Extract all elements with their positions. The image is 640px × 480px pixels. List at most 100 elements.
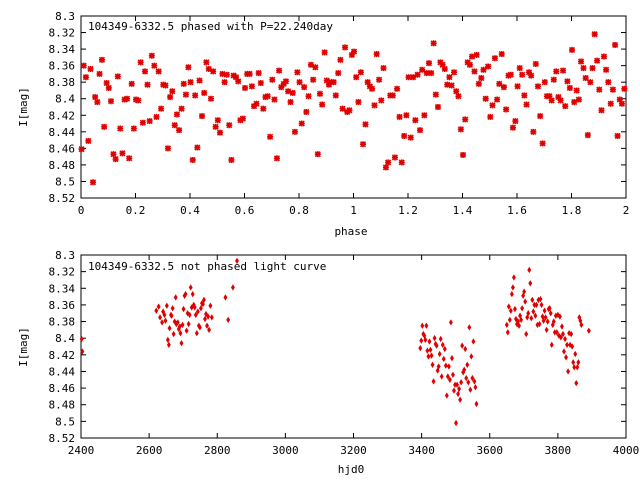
data-point bbox=[543, 314, 548, 321]
data-point bbox=[419, 66, 426, 73]
data-points bbox=[78, 31, 628, 186]
data-point bbox=[419, 337, 424, 344]
data-point bbox=[141, 68, 149, 75]
data-point bbox=[451, 371, 455, 378]
y-tick-label: 8.46 bbox=[49, 142, 76, 155]
data-point bbox=[269, 76, 276, 83]
data-point bbox=[603, 66, 610, 73]
data-point bbox=[569, 330, 574, 338]
data-point bbox=[517, 322, 521, 329]
data-point bbox=[539, 301, 544, 309]
data-point bbox=[514, 83, 521, 90]
data-point bbox=[394, 85, 401, 92]
x-tick-label: 1 bbox=[350, 204, 357, 217]
data-point bbox=[214, 117, 221, 124]
data-point bbox=[203, 315, 207, 323]
data-point bbox=[163, 317, 168, 324]
data-point bbox=[119, 150, 126, 157]
data-point bbox=[303, 108, 310, 116]
data-point bbox=[248, 83, 255, 90]
data-point bbox=[380, 65, 387, 72]
x-tick-label: 0.4 bbox=[180, 204, 200, 217]
data-point bbox=[348, 51, 355, 58]
data-point bbox=[164, 302, 169, 309]
data-point bbox=[542, 307, 547, 314]
data-point bbox=[260, 105, 267, 112]
data-point bbox=[468, 386, 473, 393]
data-point bbox=[271, 96, 278, 103]
data-point bbox=[135, 97, 142, 104]
data-point bbox=[434, 342, 439, 349]
data-point bbox=[520, 305, 525, 312]
data-point bbox=[98, 56, 106, 63]
axis-ticks: 2400 2600 2800 3000 3200 3400 3600 3800 40008.38… bbox=[49, 249, 640, 457]
data-point bbox=[432, 91, 439, 98]
data-point bbox=[341, 44, 349, 51]
data-point bbox=[185, 310, 190, 317]
data-point bbox=[407, 134, 414, 141]
data-point bbox=[447, 376, 452, 383]
data-point bbox=[550, 76, 557, 83]
data-point bbox=[198, 305, 203, 312]
data-point bbox=[155, 68, 162, 75]
data-point bbox=[529, 315, 534, 322]
data-point bbox=[235, 78, 242, 85]
x-tick-label: 2400 bbox=[68, 444, 95, 457]
x-tick-label: 3400 bbox=[408, 444, 435, 457]
y-tick-label: 8.34 bbox=[49, 43, 76, 56]
data-point bbox=[420, 322, 425, 329]
data-point bbox=[580, 65, 587, 72]
y-tick-label: 8.38 bbox=[49, 316, 76, 329]
data-point bbox=[472, 378, 477, 385]
data-point bbox=[547, 305, 552, 312]
data-point bbox=[128, 80, 135, 87]
y-tick-label: 8.5 bbox=[55, 415, 75, 428]
data-point bbox=[165, 336, 170, 344]
data-point bbox=[570, 343, 575, 350]
data-point bbox=[207, 326, 212, 334]
data-point bbox=[586, 327, 591, 334]
data-point bbox=[310, 76, 317, 83]
data-point bbox=[107, 98, 115, 105]
data-point bbox=[94, 98, 101, 106]
data-point bbox=[373, 50, 380, 58]
data-point bbox=[87, 65, 94, 73]
data-point bbox=[132, 96, 140, 103]
data-point bbox=[78, 146, 85, 153]
data-point bbox=[584, 132, 591, 139]
data-point bbox=[255, 70, 262, 77]
y-tick-label: 8.32 bbox=[49, 27, 76, 40]
data-point bbox=[541, 317, 546, 324]
x-tick-label: 0.6 bbox=[235, 204, 255, 217]
y-tick-label: 8.52 bbox=[49, 432, 76, 445]
data-point bbox=[189, 304, 194, 311]
data-point bbox=[92, 94, 99, 101]
y-tick-label: 8.38 bbox=[49, 76, 76, 89]
data-point bbox=[579, 321, 584, 329]
data-point bbox=[578, 317, 583, 324]
data-point bbox=[230, 284, 235, 291]
data-point bbox=[545, 318, 550, 325]
data-point bbox=[421, 112, 428, 119]
data-point bbox=[521, 92, 528, 99]
data-point bbox=[188, 284, 193, 291]
data-point bbox=[364, 79, 371, 86]
data-point bbox=[566, 84, 573, 92]
data-point bbox=[496, 80, 503, 87]
data-point bbox=[494, 96, 501, 103]
data-point bbox=[530, 296, 535, 304]
data-point bbox=[190, 290, 195, 298]
data-point bbox=[232, 74, 240, 81]
data-point bbox=[289, 89, 296, 97]
data-point bbox=[448, 82, 455, 89]
data-point bbox=[410, 74, 417, 81]
data-point bbox=[453, 88, 460, 95]
data-point bbox=[523, 101, 530, 108]
y-tick-label: 8.4 bbox=[55, 93, 75, 106]
chart-title: 104349-6332.5 not phased light curve bbox=[88, 260, 326, 273]
data-point bbox=[452, 387, 456, 394]
data-point bbox=[487, 113, 494, 120]
data-point bbox=[148, 52, 155, 59]
data-point bbox=[428, 70, 435, 77]
data-point bbox=[531, 308, 536, 315]
